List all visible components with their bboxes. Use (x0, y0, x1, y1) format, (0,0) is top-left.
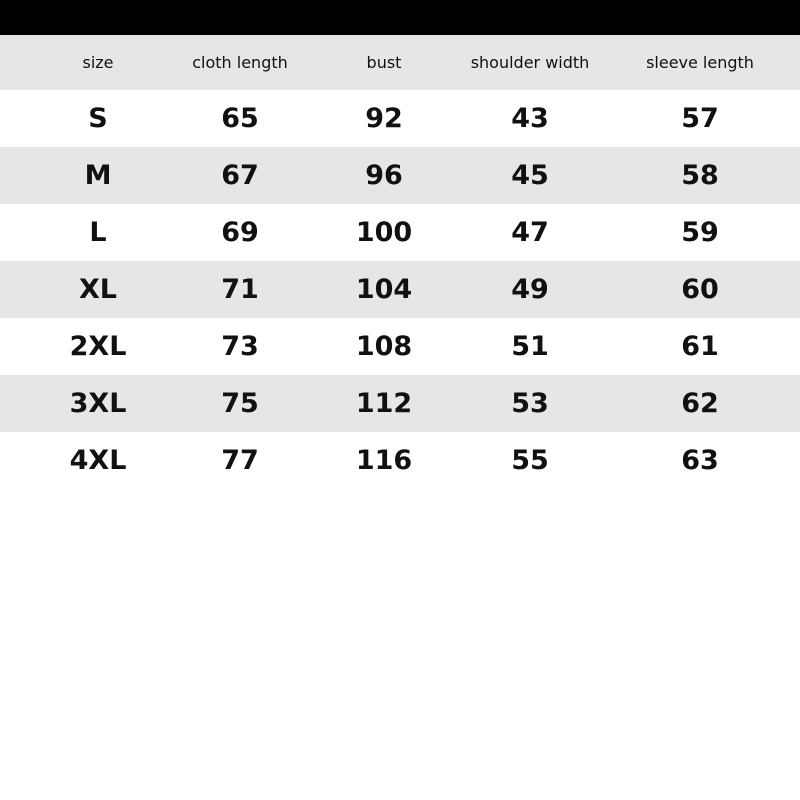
table-row: M 67 96 45 58 (0, 147, 800, 204)
cell-shoulder-width: 43 (511, 103, 549, 134)
cell-size: L (89, 217, 107, 248)
cell-bust: 100 (355, 217, 413, 248)
table-row: 4XL 77 116 55 63 (0, 432, 800, 489)
cell-cloth-length: 67 (221, 160, 259, 191)
cell-sleeve-length: 58 (681, 160, 719, 191)
cell-shoulder-width: 49 (511, 274, 549, 305)
cell-size: 3XL (69, 388, 127, 419)
cell-size: M (84, 160, 112, 191)
cell-bust: 112 (355, 388, 413, 419)
cell-size: S (88, 103, 108, 134)
header-bust: bust (366, 53, 402, 72)
cell-sleeve-length: 61 (681, 331, 719, 362)
cell-sleeve-length: 63 (681, 445, 719, 476)
cell-bust: 116 (355, 445, 413, 476)
cell-bust: 92 (365, 103, 403, 134)
top-bar (0, 0, 800, 35)
cell-sleeve-length: 60 (681, 274, 719, 305)
cell-bust: 96 (365, 160, 403, 191)
cell-size: 4XL (69, 445, 127, 476)
cell-cloth-length: 69 (221, 217, 259, 248)
header-size: size (82, 53, 114, 72)
cell-shoulder-width: 47 (511, 217, 549, 248)
table-body: S 65 92 43 57 M 67 96 45 58 L 69 100 47 59 XL 71 104 49 60 2… (0, 90, 800, 489)
table-row: 2XL 73 108 51 61 (0, 318, 800, 375)
table-row: 3XL 75 112 53 62 (0, 375, 800, 432)
cell-shoulder-width: 51 (511, 331, 549, 362)
table-row: L 69 100 47 59 (0, 204, 800, 261)
cell-bust: 104 (355, 274, 413, 305)
cell-shoulder-width: 55 (511, 445, 549, 476)
cell-cloth-length: 73 (221, 331, 259, 362)
cell-bust: 108 (355, 331, 413, 362)
size-chart-table: size cloth length bust shoulder width sl… (0, 35, 800, 489)
cell-sleeve-length: 57 (681, 103, 719, 134)
cell-cloth-length: 65 (221, 103, 259, 134)
cell-shoulder-width: 45 (511, 160, 549, 191)
header-sleeve-length: sleeve length (646, 53, 754, 72)
cell-size: 2XL (69, 331, 127, 362)
cell-sleeve-length: 62 (681, 388, 719, 419)
cell-cloth-length: 75 (221, 388, 259, 419)
table-row: XL 71 104 49 60 (0, 261, 800, 318)
table-row: S 65 92 43 57 (0, 90, 800, 147)
cell-sleeve-length: 59 (681, 217, 719, 248)
cell-cloth-length: 71 (221, 274, 259, 305)
table-header-row: size cloth length bust shoulder width sl… (0, 35, 800, 90)
header-shoulder-width: shoulder width (470, 53, 590, 72)
cell-cloth-length: 77 (221, 445, 259, 476)
cell-shoulder-width: 53 (511, 388, 549, 419)
header-cloth-length: cloth length (192, 53, 288, 72)
cell-size: XL (78, 274, 118, 305)
